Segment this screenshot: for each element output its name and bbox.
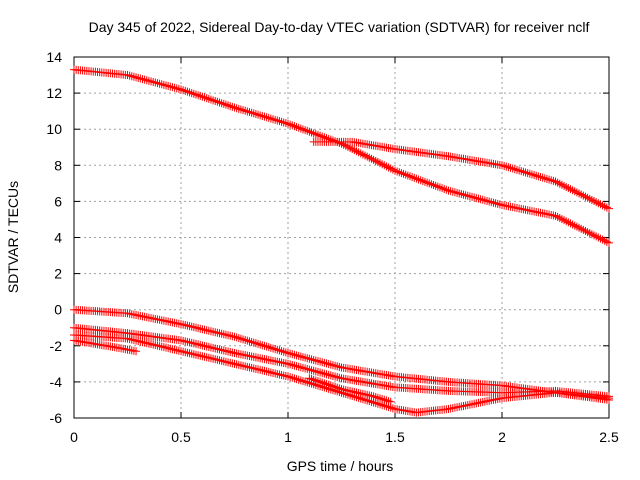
y-tick-label: -6	[50, 410, 63, 426]
x-tick-label: 2	[498, 429, 506, 445]
series-arc-d	[70, 336, 141, 356]
x-tick-label: 0.5	[171, 429, 191, 445]
series-markers	[309, 137, 613, 213]
series-arc-e	[305, 374, 395, 406]
y-tick-label: 8	[54, 157, 62, 173]
series-arc-c	[70, 330, 613, 417]
y-tick-label: 2	[54, 266, 62, 282]
x-axis-label: GPS time / hours	[287, 458, 394, 474]
x-tick-label: 2.5	[599, 429, 619, 445]
y-tick-label: 14	[46, 49, 62, 65]
chart-title: Day 345 of 2022, Sidereal Day-to-day VTE…	[89, 19, 590, 35]
x-tick-label: 0	[70, 429, 78, 445]
series-markers	[70, 65, 613, 247]
series-markers	[305, 374, 395, 406]
series-arc-top	[70, 65, 613, 247]
y-tick-label: 12	[46, 85, 62, 101]
y-tick-label: 4	[54, 230, 62, 246]
series-markers	[70, 336, 141, 356]
y-tick-label: 0	[54, 302, 62, 318]
y-tick-label: 10	[46, 121, 62, 137]
y-axis-label: SDTVAR / TECUs	[5, 181, 21, 293]
data-series	[70, 65, 613, 417]
series-arc-upper	[309, 137, 613, 213]
axis-ticks: 0 0.5 1 1.5 2 2.5 -6 -4 -2 0 2 4 6 8 10 12 14	[46, 49, 619, 445]
y-tick-label: -2	[50, 338, 63, 354]
y-tick-label: -4	[50, 374, 63, 390]
x-tick-label: 1	[284, 429, 292, 445]
x-tick-label: 1.5	[385, 429, 405, 445]
series-markers	[70, 330, 613, 417]
grid	[74, 57, 609, 418]
y-tick-label: 6	[54, 193, 62, 209]
